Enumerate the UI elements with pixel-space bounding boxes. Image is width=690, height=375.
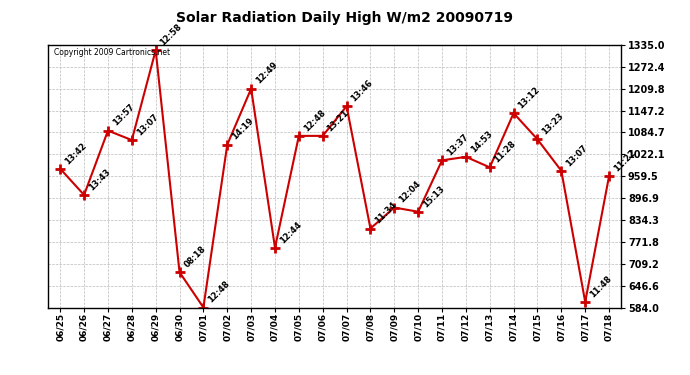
Text: 12:49: 12:49 <box>254 61 279 86</box>
Text: 13:07: 13:07 <box>564 143 589 168</box>
Text: 12:48: 12:48 <box>206 279 231 305</box>
Text: 13:07: 13:07 <box>135 112 159 137</box>
Text: Copyright 2009 Cartronics.net: Copyright 2009 Cartronics.net <box>54 48 170 57</box>
Text: 14:19: 14:19 <box>230 117 255 142</box>
Text: 11:22: 11:22 <box>612 148 637 173</box>
Text: 14:53: 14:53 <box>469 129 494 154</box>
Text: 13:57: 13:57 <box>110 103 136 128</box>
Text: 08:18: 08:18 <box>182 244 208 269</box>
Text: 12:44: 12:44 <box>278 220 303 245</box>
Text: Solar Radiation Daily High W/m2 20090719: Solar Radiation Daily High W/m2 20090719 <box>177 11 513 25</box>
Text: 13:21: 13:21 <box>326 108 351 133</box>
Text: 11:34: 11:34 <box>373 201 399 226</box>
Text: 11:48: 11:48 <box>588 274 613 299</box>
Text: 13:43: 13:43 <box>87 167 112 192</box>
Text: 13:42: 13:42 <box>63 141 88 166</box>
Text: 13:12: 13:12 <box>516 85 542 110</box>
Text: 11:28: 11:28 <box>493 139 518 165</box>
Text: 12:48: 12:48 <box>302 108 327 133</box>
Text: 13:23: 13:23 <box>540 111 565 136</box>
Text: 12:58: 12:58 <box>159 22 184 48</box>
Text: 12:04: 12:04 <box>397 180 422 205</box>
Text: 13:37: 13:37 <box>445 132 470 158</box>
Text: 13:46: 13:46 <box>349 78 375 104</box>
Text: 15:13: 15:13 <box>421 184 446 209</box>
